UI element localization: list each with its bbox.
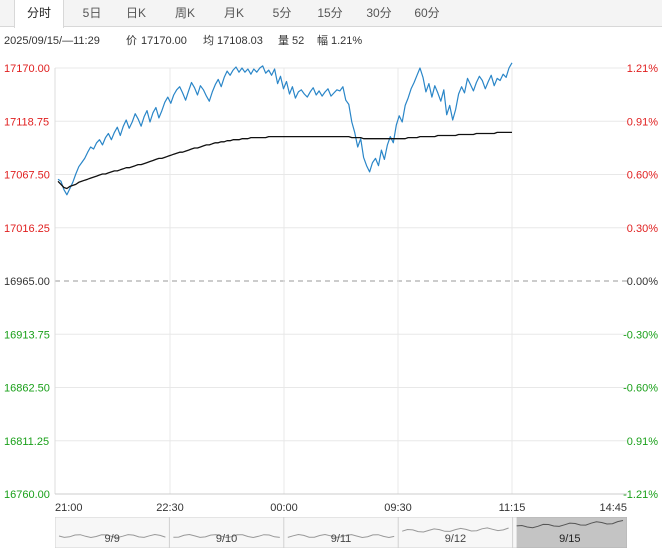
navigator-day-sparkline — [402, 527, 509, 533]
chart-grid — [54, 67, 627, 495]
info-avg: 17108.03 — [217, 35, 263, 47]
x-tick-label: 14:45 — [599, 502, 627, 514]
info-change: 1.21% — [331, 35, 363, 47]
tab-5min[interactable]: 5分 — [272, 6, 292, 20]
y-tick-percent-label: 0.91% — [627, 116, 658, 128]
intraday-chart[interactable]: 17170.00 17118.75 17067.50 17016.25 16965.00… — [0, 54, 662, 516]
day-navigator[interactable]: 9/9 9/10 9/11 9/12 9/15 — [55, 517, 627, 548]
y-tick-percent-label: 0.60% — [627, 170, 658, 182]
x-tick-label: 11:15 — [499, 502, 526, 514]
navigator-day-label[interactable]: 9/10 — [216, 533, 237, 545]
y-tick-label: 17016.25 — [4, 223, 50, 235]
tab-30min[interactable]: 30分 — [366, 6, 392, 20]
x-tick-label: 09:30 — [384, 502, 412, 514]
navigator-day-sparkline — [516, 520, 624, 529]
y-tick-label: 16965.00 — [4, 276, 50, 288]
tab-5day[interactable]: 5日 — [82, 6, 102, 20]
price-series-line — [57, 62, 513, 196]
tab-monthly-k[interactable]: 月K — [223, 6, 244, 20]
navigator-day-sparkline — [58, 533, 166, 539]
y-tick-label: 16913.75 — [4, 329, 50, 341]
tab-60min[interactable]: 60分 — [414, 6, 440, 20]
navigator-day-label[interactable]: 9/15 — [559, 533, 580, 545]
info-avg-label: 均 — [203, 35, 214, 47]
y-tick-percent-label: 1.21% — [627, 63, 658, 75]
y-tick-label: 17170.00 — [4, 63, 50, 75]
y-tick-percent-label: -0.60% — [623, 383, 658, 395]
info-price: 17170.00 — [141, 35, 187, 47]
navigator-day-label[interactable]: 9/11 — [331, 533, 352, 545]
y-tick-label: 17118.75 — [4, 116, 49, 128]
x-tick-label: 22:30 — [156, 502, 184, 514]
chart-series — [57, 62, 513, 196]
y-tick-percent-label: -1.21% — [623, 489, 658, 501]
y-axis-percent: 1.21% 0.91% 0.60% 0.30% 0.00% -0.30% -0.60% 0.9… — [623, 63, 658, 501]
period-tabbar: 分时 5日 日K 周K 月K 5分 15分 30分 60分 — [0, 0, 662, 28]
y-axis-price: 17170.00 17118.75 17067.50 17016.25 16965.00… — [4, 63, 50, 501]
navigator-day-sparkline — [173, 533, 280, 539]
y-tick-percent-label: 0.91% — [627, 436, 658, 448]
tab-15min[interactable]: 15分 — [317, 6, 343, 20]
info-volume-label: 量 — [278, 35, 289, 47]
tab-daily-k[interactable]: 日K — [125, 6, 146, 20]
y-tick-label: 17067.50 — [4, 170, 50, 182]
quote-info-bar: 2025/09/15/—11:29 价 17170.00 均 17108.03 … — [0, 31, 662, 51]
y-tick-label: 16760.00 — [4, 489, 50, 501]
info-datetime: 2025/09/15/—11:29 — [4, 35, 100, 47]
navigator-selected-window[interactable] — [516, 517, 627, 548]
x-tick-label: 00:00 — [270, 502, 298, 514]
y-tick-percent-label: -0.30% — [623, 329, 658, 341]
y-tick-percent-label: 0.00% — [627, 276, 658, 288]
x-tick-label: 21:00 — [55, 502, 83, 514]
y-tick-percent-label: 0.30% — [627, 223, 658, 235]
info-change-label: 幅 — [317, 35, 328, 47]
navigator-day-label[interactable]: 9/9 — [105, 533, 120, 545]
avg-price-series-line — [57, 131, 512, 190]
info-price-label: 价 — [126, 35, 137, 47]
tab-weekly-k[interactable]: 周K — [174, 6, 195, 20]
navigator-day-sparkline — [287, 533, 395, 539]
navigator-day-label[interactable]: 9/12 — [445, 533, 466, 545]
x-axis-time: 21:00 22:30 00:00 09:30 11:15 14:45 — [55, 502, 627, 514]
y-tick-label: 16811.25 — [4, 436, 49, 448]
tab-intraday[interactable]: 分时 — [14, 0, 64, 28]
y-tick-label: 16862.50 — [4, 383, 50, 395]
info-volume: 52 — [292, 35, 305, 47]
